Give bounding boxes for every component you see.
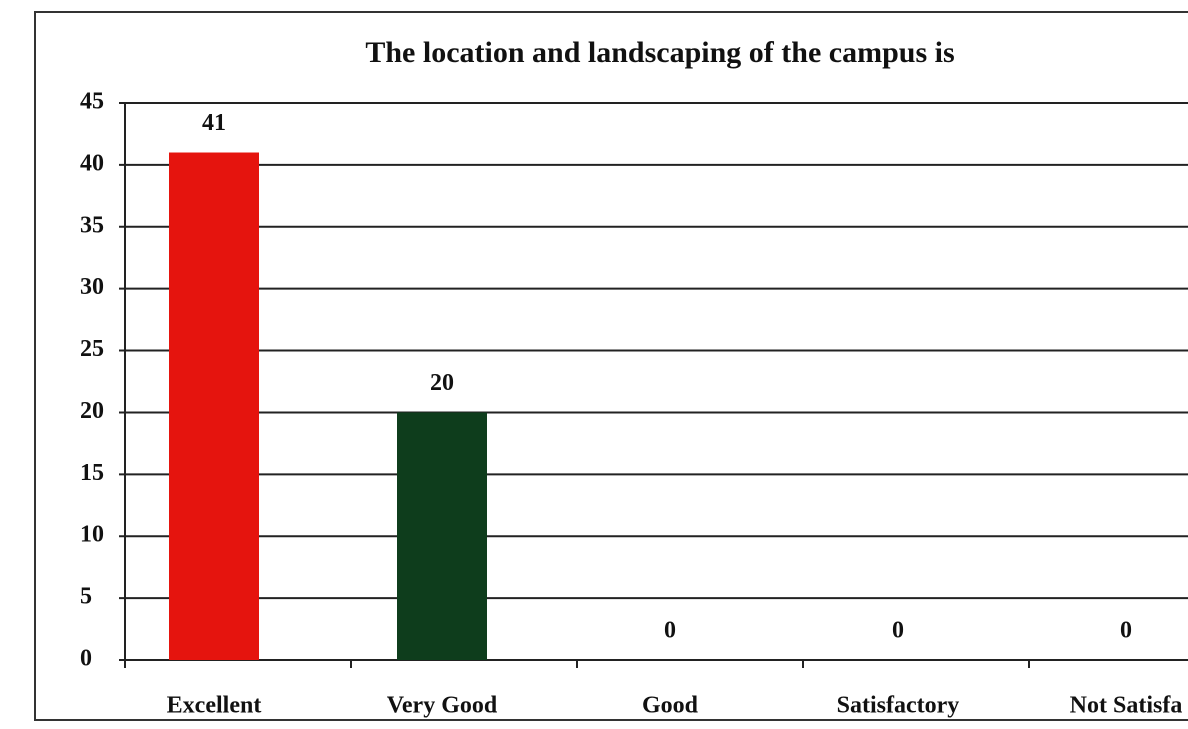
y-tick-label: 40 <box>80 150 104 176</box>
data-label: 0 <box>892 618 904 644</box>
x-tick-label: Good <box>642 693 699 719</box>
y-tick-label: 20 <box>80 398 104 424</box>
data-label: 0 <box>1120 618 1132 644</box>
y-tick-label: 35 <box>80 212 104 238</box>
y-tick-label: 25 <box>80 336 104 362</box>
bar <box>169 152 259 660</box>
y-tick-label: 5 <box>80 584 92 610</box>
data-label: 20 <box>430 370 454 396</box>
y-tick-label: 30 <box>80 274 104 300</box>
chart-title: The location and landscaping of the camp… <box>365 36 954 69</box>
y-tick-label: 0 <box>80 646 92 672</box>
x-tick-label: Satisfactory <box>837 693 960 719</box>
data-label: 41 <box>202 110 226 136</box>
x-tick-label: Very Good <box>387 693 498 719</box>
bar <box>397 412 487 660</box>
y-tick-label: 10 <box>80 522 104 548</box>
data-label: 0 <box>664 618 676 644</box>
y-tick-label: 15 <box>80 460 104 486</box>
x-tick-label: Not Satisfa <box>1070 693 1183 719</box>
y-tick-label: 45 <box>80 89 104 115</box>
x-tick-label: Excellent <box>167 693 262 719</box>
